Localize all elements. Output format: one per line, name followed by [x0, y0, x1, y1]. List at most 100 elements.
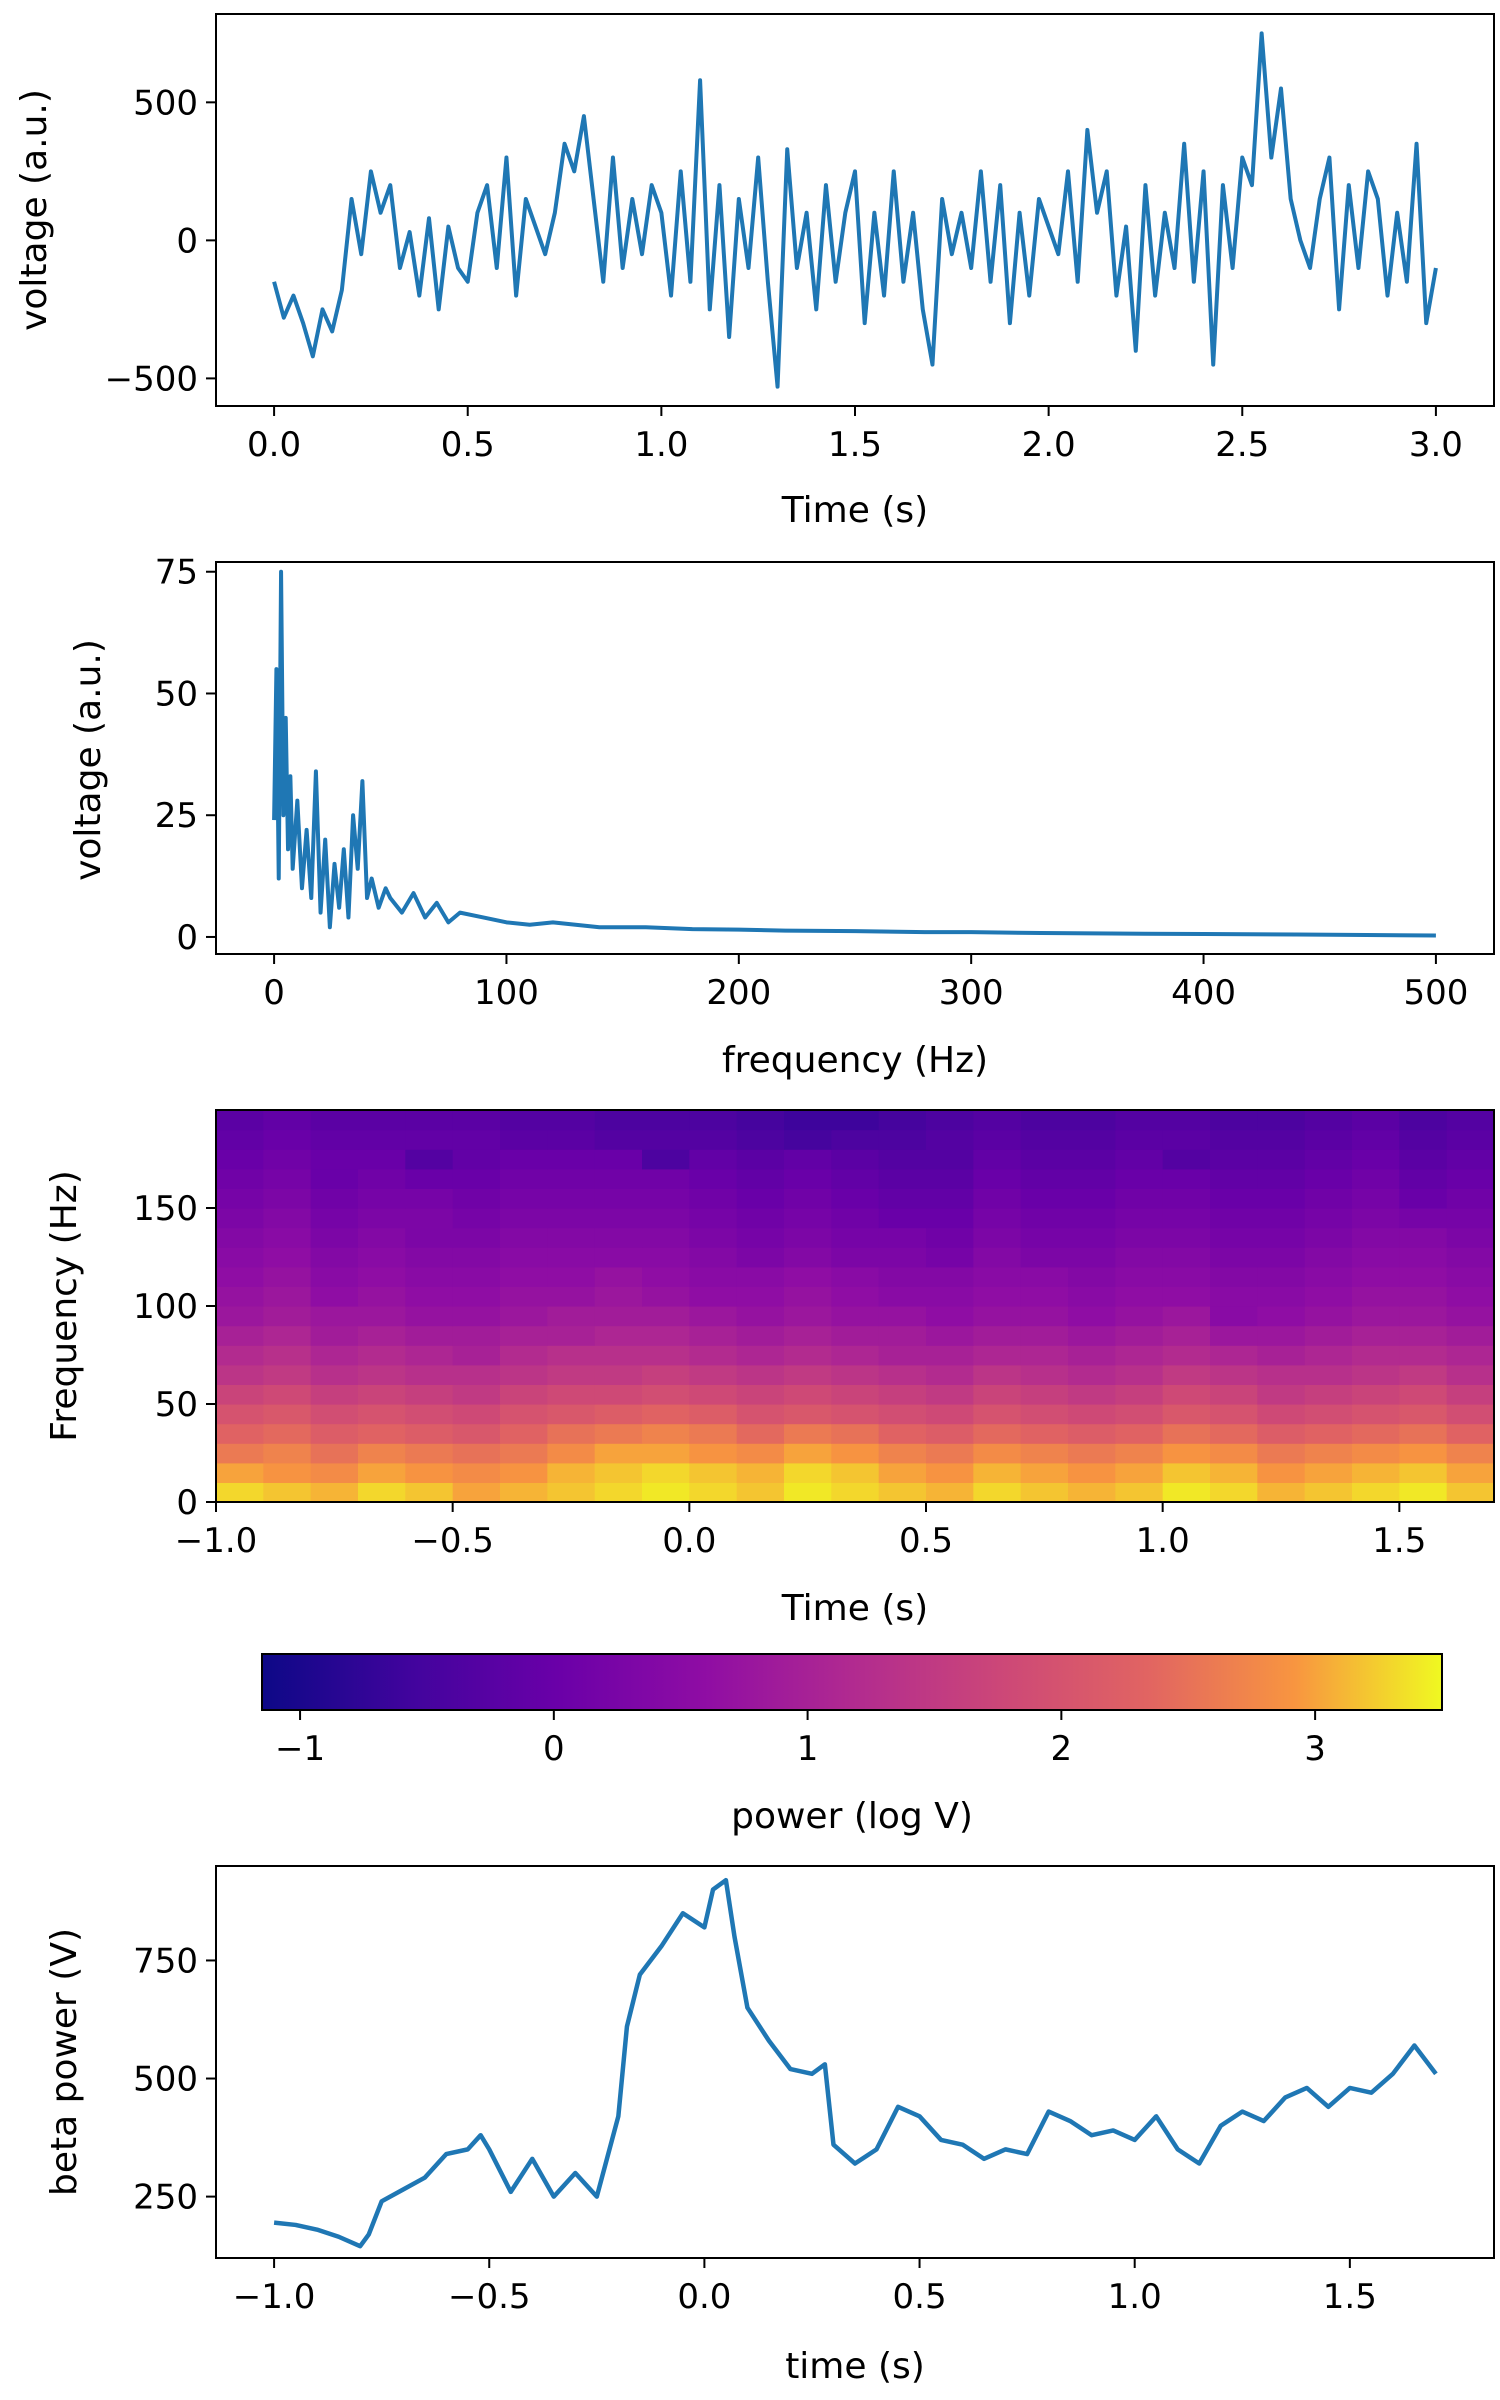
heatmap-cell: [642, 1325, 690, 1346]
panel-2-x-tick-label: 100: [474, 973, 539, 1013]
heatmap-cell: [500, 1345, 548, 1366]
heatmap-cell: [642, 1384, 690, 1405]
heatmap-cell: [926, 1345, 974, 1366]
heatmap-cell: [878, 1482, 927, 1503]
panel-2-y-ticks: 0 25 50 75: [155, 553, 216, 958]
heatmap-cell: [1068, 1345, 1116, 1366]
heatmap-cell: [1115, 1227, 1164, 1248]
heatmap-cell: [973, 1149, 1022, 1170]
heatmap-cell: [1257, 1208, 1306, 1229]
heatmap-cell: [1399, 1110, 1448, 1131]
heatmap-cell: [547, 1129, 596, 1150]
heatmap-cell: [405, 1188, 454, 1209]
heatmap-cell: [973, 1482, 1022, 1503]
heatmap-cell: [1304, 1443, 1353, 1464]
heatmap-cell: [594, 1149, 643, 1170]
heatmap-cell: [1020, 1345, 1069, 1366]
heatmap-cell: [878, 1188, 927, 1209]
heatmap-cell: [358, 1247, 406, 1268]
heatmap-cell: [1399, 1306, 1448, 1327]
panel-3-y-ticks: 0 50 100 150: [133, 1189, 216, 1523]
heatmap-cell: [1068, 1423, 1116, 1444]
heatmap-cell: [1304, 1306, 1353, 1327]
heatmap-cell: [926, 1110, 974, 1131]
heatmap-cell: [784, 1306, 832, 1327]
heatmap-cell: [1068, 1266, 1116, 1287]
heatmap-cell: [1446, 1345, 1495, 1366]
panel-4-x-tick-label: −1.0: [233, 2277, 316, 2317]
heatmap-cell: [1162, 1462, 1211, 1483]
heatmap-cell: [1352, 1208, 1400, 1229]
heatmap-cell: [1304, 1110, 1353, 1131]
heatmap-cell: [452, 1404, 501, 1425]
heatmap-cell: [689, 1286, 738, 1307]
heatmap-cell: [263, 1227, 312, 1248]
heatmap-cell: [926, 1247, 974, 1268]
heatmap-cell: [1115, 1188, 1164, 1209]
heatmap-cell: [831, 1208, 880, 1229]
heatmap-cell: [642, 1149, 690, 1170]
heatmap-cell: [358, 1443, 406, 1464]
heatmap-cell: [594, 1462, 643, 1483]
heatmap-cell: [689, 1208, 738, 1229]
heatmap-cell: [689, 1364, 738, 1385]
heatmap-cell: [1257, 1247, 1306, 1268]
heatmap-cell: [1257, 1129, 1306, 1150]
heatmap-cell: [594, 1384, 643, 1405]
heatmap-cell: [831, 1306, 880, 1327]
heatmap-cell: [689, 1404, 738, 1425]
heatmap-cell: [689, 1462, 738, 1483]
heatmap-cell: [878, 1364, 927, 1385]
heatmap-cell: [1352, 1286, 1400, 1307]
heatmap-cell: [1352, 1306, 1400, 1327]
heatmap-cell: [1304, 1325, 1353, 1346]
heatmap-cell: [1446, 1306, 1495, 1327]
heatmap-cell: [594, 1325, 643, 1346]
heatmap-cell: [1020, 1129, 1069, 1150]
heatmap-cell: [358, 1188, 406, 1209]
heatmap-cell: [263, 1247, 312, 1268]
heatmap-cell: [1446, 1423, 1495, 1444]
heatmap-cell: [1162, 1266, 1211, 1287]
heatmap-cell: [784, 1149, 832, 1170]
heatmap-cell: [263, 1286, 312, 1307]
heatmap-cell: [1446, 1266, 1495, 1287]
heatmap-cell: [1304, 1404, 1353, 1425]
heatmap-cell: [973, 1129, 1022, 1150]
heatmap-cell: [1257, 1404, 1306, 1425]
panel-1-frame: [215, 13, 1495, 407]
heatmap-cell: [1352, 1168, 1400, 1189]
heatmap-cell: [310, 1129, 359, 1150]
heatmap-cell: [1210, 1306, 1258, 1327]
heatmap-cell: [642, 1306, 690, 1327]
heatmap-cell: [310, 1462, 359, 1483]
heatmap-cell: [689, 1306, 738, 1327]
heatmap-cell: [1068, 1149, 1116, 1170]
heatmap-cell: [1210, 1247, 1258, 1268]
heatmap-cell: [878, 1325, 927, 1346]
heatmap-cell: [1257, 1345, 1306, 1366]
heatmap-cell: [1020, 1404, 1069, 1425]
heatmap-cell: [736, 1404, 785, 1425]
heatmap-cell: [1446, 1227, 1495, 1248]
heatmap-cell: [1162, 1384, 1211, 1405]
heatmap-cell: [1162, 1149, 1211, 1170]
heatmap-cell: [1257, 1364, 1306, 1385]
heatmap-cell: [452, 1364, 501, 1385]
panel-1-x-ticks: 0.0 0.5 1.0 1.5 2.0 2.5 3.0: [247, 406, 1463, 465]
heatmap-cell: [1446, 1482, 1495, 1503]
heatmap-cell: [452, 1208, 501, 1229]
heatmap-cell: [1304, 1482, 1353, 1503]
colorbar-tick-label: 2: [1051, 1729, 1073, 1769]
heatmap-cell: [1210, 1149, 1258, 1170]
heatmap-cell: [831, 1482, 880, 1503]
heatmap-cell: [1068, 1364, 1116, 1385]
heatmap-cell: [500, 1208, 548, 1229]
heatmap-cell: [452, 1325, 501, 1346]
heatmap-cell: [689, 1384, 738, 1405]
heatmap-cell: [1399, 1482, 1448, 1503]
heatmap-cell: [878, 1149, 927, 1170]
heatmap-cell: [310, 1384, 359, 1405]
panel-3-x-tick-label: −1.0: [175, 1521, 258, 1561]
